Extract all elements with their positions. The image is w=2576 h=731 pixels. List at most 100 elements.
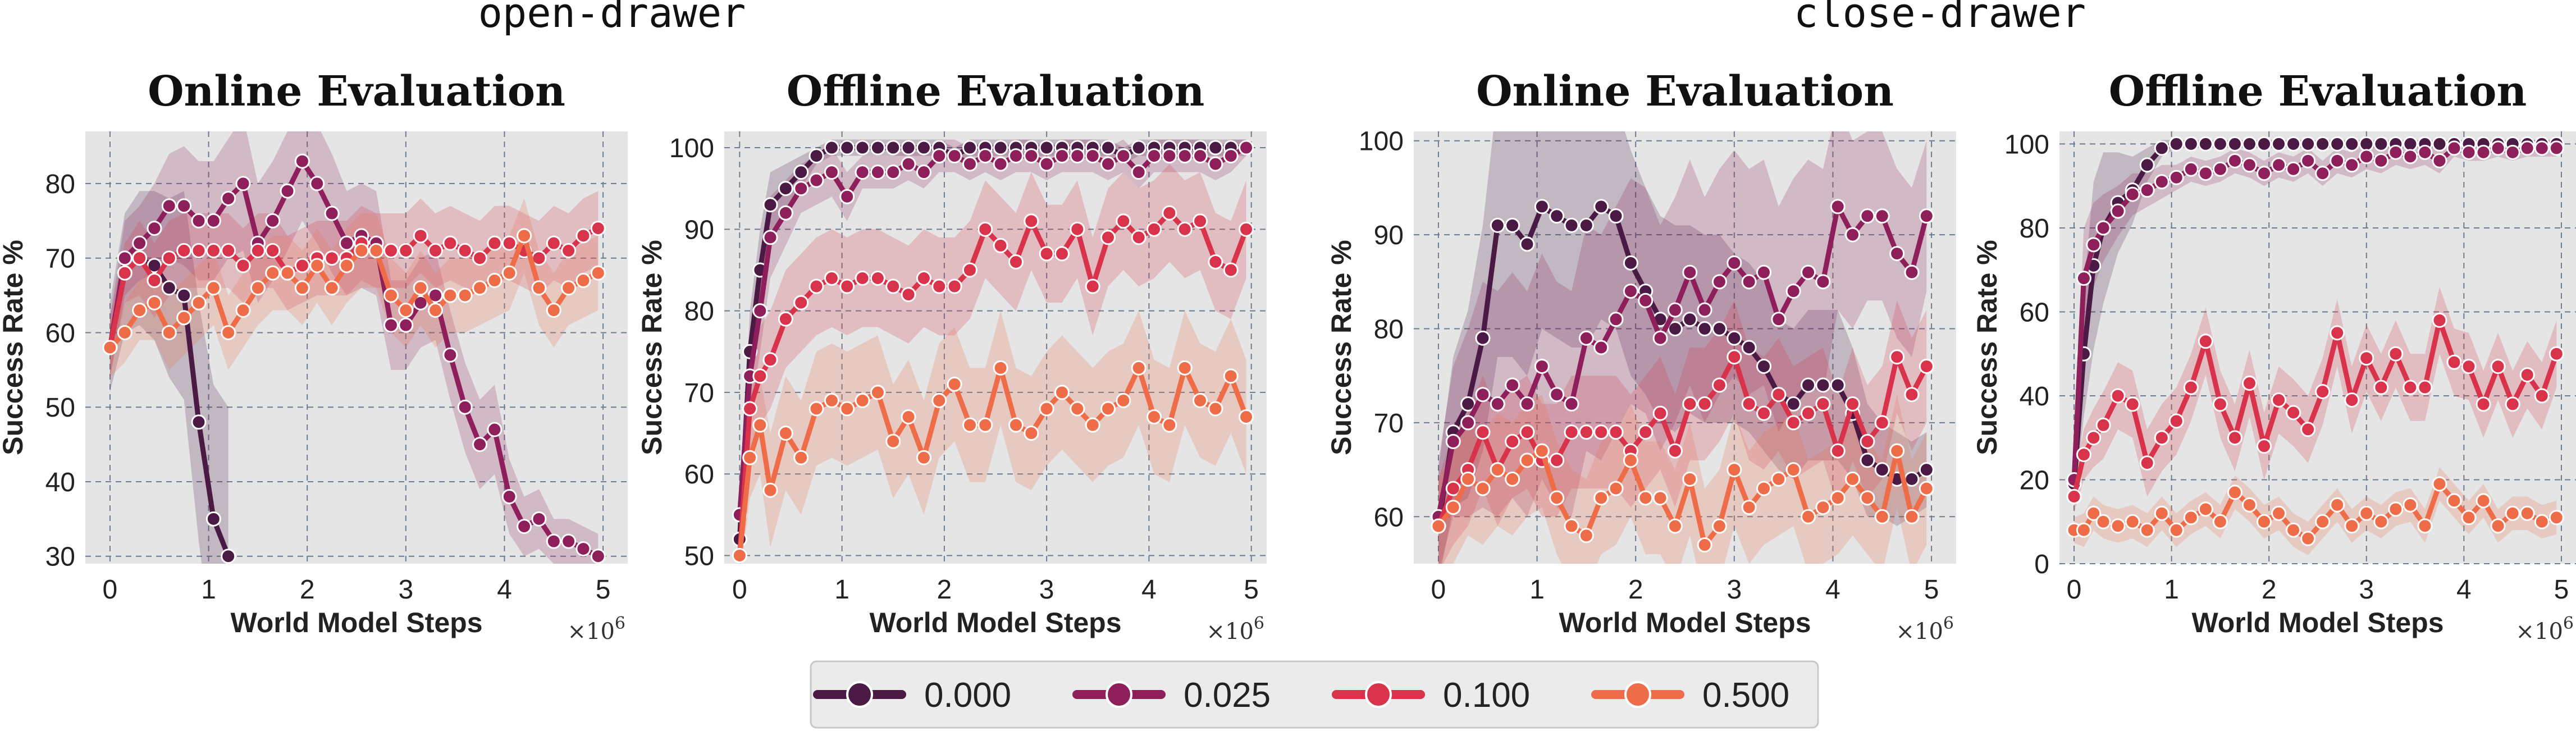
data-point xyxy=(839,140,855,156)
data-point xyxy=(2227,136,2242,152)
y-tick-label: 50 xyxy=(684,541,714,571)
data-point xyxy=(132,250,148,266)
x-tick-label: 5 xyxy=(2554,575,2569,605)
x-multiplier-label: ×106 xyxy=(1896,614,1954,645)
data-point xyxy=(978,148,993,164)
data-point xyxy=(117,265,133,281)
data-point xyxy=(487,273,503,289)
data-point xyxy=(2417,144,2433,160)
data-point xyxy=(1564,217,1579,233)
data-point xyxy=(1549,208,1565,224)
data-point xyxy=(517,228,532,244)
y-tick-label: 40 xyxy=(45,468,75,497)
data-point xyxy=(147,295,162,310)
data-point xyxy=(1904,387,1920,403)
data-point xyxy=(1919,358,1934,374)
data-point xyxy=(2154,505,2169,521)
data-point xyxy=(472,437,488,453)
data-point xyxy=(1608,312,1624,327)
data-point xyxy=(2257,166,2272,181)
data-point xyxy=(870,140,885,156)
data-point xyxy=(1815,377,1831,393)
data-point xyxy=(2086,237,2102,253)
data-point xyxy=(2359,136,2374,152)
data-point xyxy=(1070,401,1085,417)
data-point xyxy=(2076,447,2091,463)
data-point xyxy=(2257,514,2272,529)
data-point xyxy=(839,278,855,294)
data-point xyxy=(428,243,444,258)
y-axis-label: Success Rate % xyxy=(0,240,29,455)
data-point xyxy=(2461,144,2477,160)
data-point xyxy=(1830,199,1846,214)
y-tick-label: 70 xyxy=(684,378,714,408)
data-point xyxy=(413,295,428,310)
x-tick-label: 5 xyxy=(596,575,611,605)
data-point xyxy=(2417,518,2433,534)
data-point xyxy=(1874,415,1890,431)
x-tick-label: 3 xyxy=(1039,575,1054,605)
data-point xyxy=(1519,424,1535,440)
y-tick-label: 60 xyxy=(684,460,714,490)
data-point xyxy=(561,243,577,258)
data-point xyxy=(531,511,547,527)
data-point xyxy=(1652,405,1668,421)
data-point xyxy=(1830,443,1846,459)
data-point xyxy=(561,280,577,296)
plot-background xyxy=(724,131,1267,564)
data-point xyxy=(870,165,885,180)
data-point xyxy=(2212,161,2228,177)
data-point xyxy=(1697,396,1712,412)
data-point xyxy=(762,352,778,368)
data-point xyxy=(2534,514,2550,529)
data-point xyxy=(2271,392,2287,408)
data-point xyxy=(1711,518,1727,534)
data-point xyxy=(1475,387,1491,403)
data-point xyxy=(1578,330,1594,346)
data-point xyxy=(1100,401,1116,417)
legend-item-0.100: 0.100 xyxy=(1332,676,1530,715)
data-point xyxy=(2490,518,2506,534)
data-point xyxy=(2330,153,2345,168)
data-point xyxy=(501,265,517,281)
legend-item-0.000: 0.000 xyxy=(813,676,1011,715)
data-point xyxy=(205,280,221,296)
data-point xyxy=(2241,376,2257,391)
data-point xyxy=(1682,312,1698,327)
data-point xyxy=(2315,383,2331,399)
y-tick-label: 90 xyxy=(684,215,714,245)
data-point xyxy=(546,533,561,549)
data-point xyxy=(2490,140,2506,156)
data-point xyxy=(1623,453,1638,468)
y-tick-label: 80 xyxy=(1374,315,1404,345)
x-axis-label: World Model Steps xyxy=(2191,607,2443,638)
data-point xyxy=(2373,514,2389,529)
data-point xyxy=(1070,148,1085,164)
x-tick-label: 2 xyxy=(2262,575,2277,605)
y-tick-label: 100 xyxy=(1359,127,1404,157)
data-point xyxy=(839,189,855,204)
data-point xyxy=(1223,262,1239,278)
data-point xyxy=(1564,424,1579,440)
data-point xyxy=(1475,330,1491,346)
x-tick-label: 4 xyxy=(2456,575,2472,605)
data-point xyxy=(1815,274,1831,290)
data-point xyxy=(191,295,207,310)
data-point xyxy=(1727,349,1742,365)
legend-marker xyxy=(846,681,873,708)
data-point xyxy=(742,450,758,465)
data-point xyxy=(2388,144,2404,160)
data-point xyxy=(993,237,1008,253)
data-point xyxy=(993,140,1008,156)
data-point xyxy=(2168,170,2184,185)
data-point xyxy=(2388,501,2404,517)
data-point xyxy=(1431,518,1446,534)
data-point xyxy=(2168,413,2184,429)
legend-marker xyxy=(1106,681,1132,708)
data-point xyxy=(517,519,532,534)
data-point xyxy=(885,433,901,449)
x-axis-label: World Model Steps xyxy=(230,607,482,638)
data-point xyxy=(265,243,281,258)
data-point xyxy=(1815,500,1831,515)
x-tick-label: 1 xyxy=(201,575,216,605)
